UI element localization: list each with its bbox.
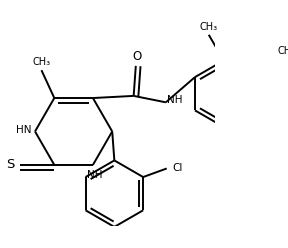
Text: CH₃: CH₃ (277, 46, 288, 56)
Text: CH₃: CH₃ (200, 22, 218, 32)
Text: Cl: Cl (172, 163, 183, 173)
Text: O: O (132, 50, 141, 63)
Text: CH₃: CH₃ (32, 57, 50, 67)
Text: NH: NH (167, 95, 182, 105)
Text: S: S (6, 158, 15, 171)
Text: NH: NH (87, 170, 103, 180)
Text: HN: HN (16, 125, 32, 135)
